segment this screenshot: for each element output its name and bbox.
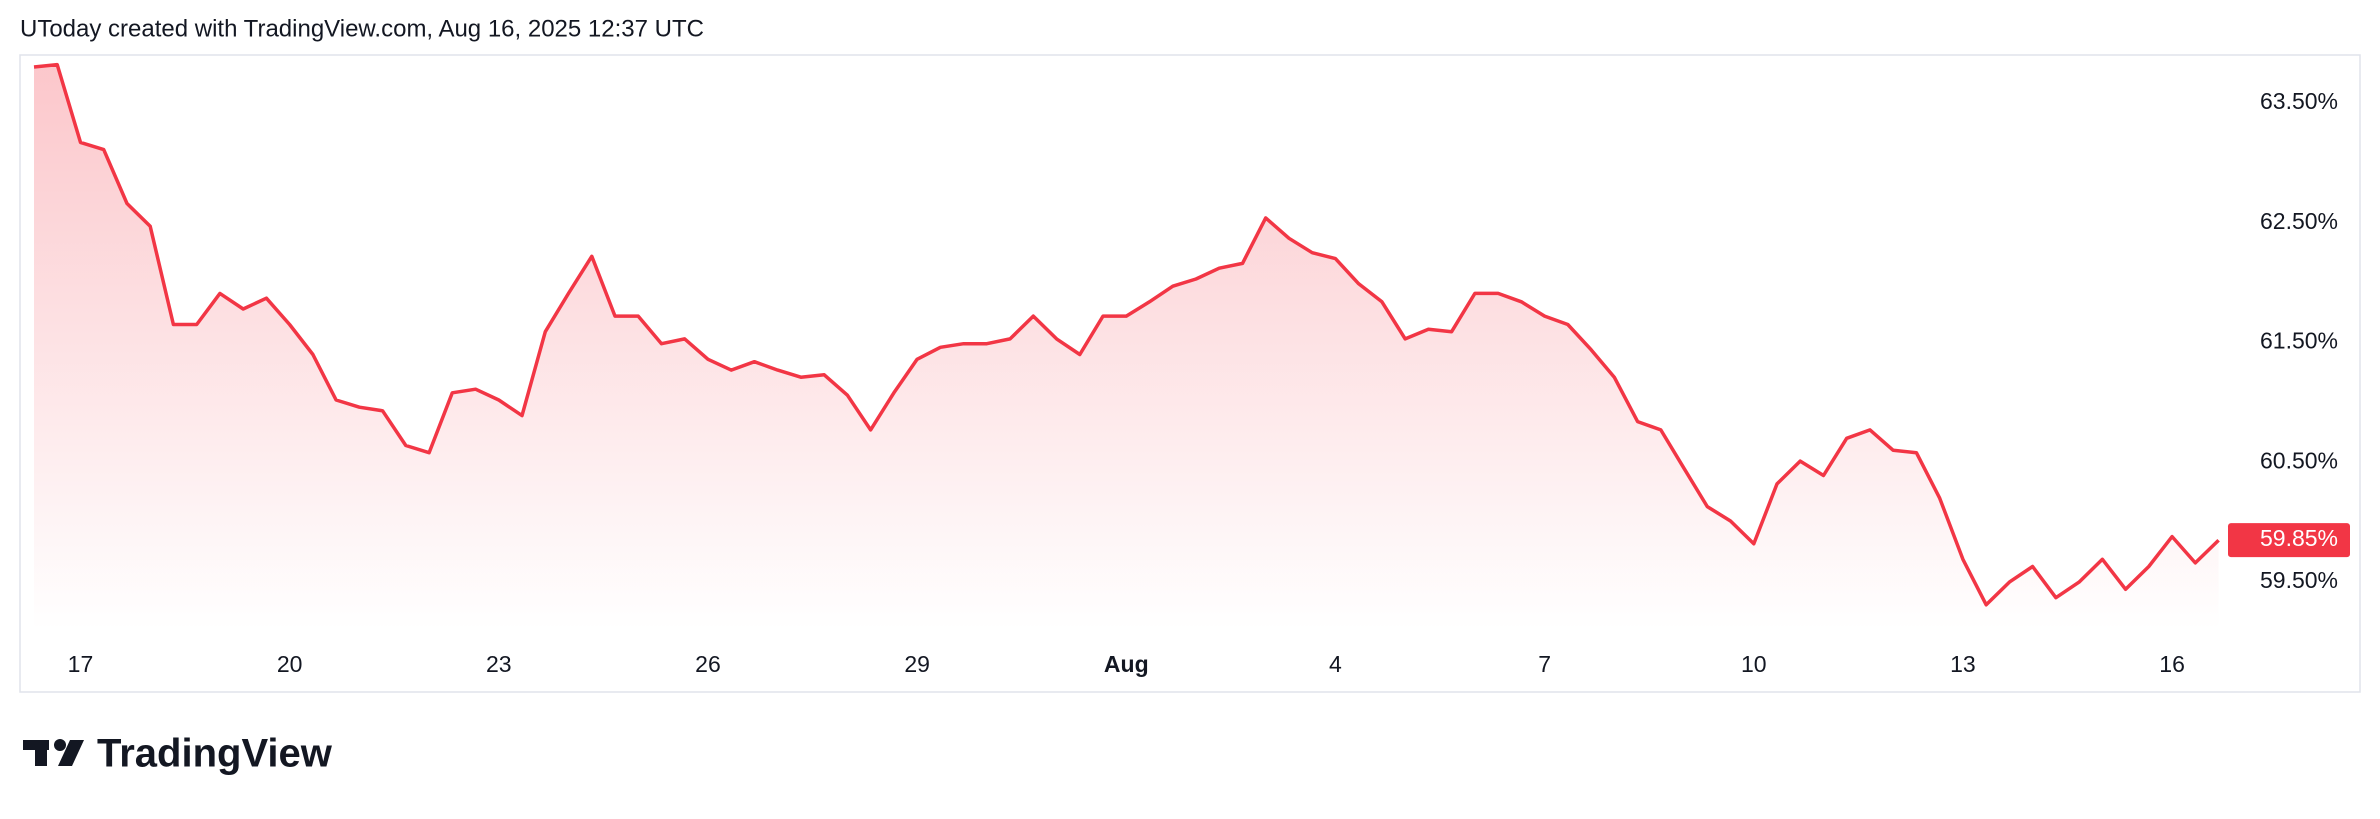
x-tick-label: 16: [2159, 651, 2185, 677]
y-tick-label: 63.50%: [2260, 88, 2338, 114]
x-tick-label: 13: [1950, 651, 1976, 677]
header-caption: UToday created with TradingView.com, Aug…: [20, 15, 704, 42]
current-price-badge: [2228, 523, 2350, 558]
x-tick-label: 20: [277, 651, 303, 677]
x-tick-label: 29: [904, 651, 930, 677]
y-tick-label: 60.50%: [2260, 447, 2338, 473]
x-tick-label: 23: [486, 651, 512, 677]
x-tick-label: 4: [1329, 651, 1342, 677]
x-tick-label: 26: [695, 651, 721, 677]
y-tick-label: 62.50%: [2260, 208, 2338, 234]
brand-name: TradingView: [97, 732, 333, 776]
logo-icon: [23, 739, 84, 766]
chart-frame: [19, 54, 2361, 693]
area-fill: [34, 64, 2219, 631]
x-tick-label: 17: [68, 651, 94, 677]
y-tick-label: 59.50%: [2260, 567, 2338, 593]
current-price-label: 59.85%: [2260, 525, 2338, 551]
price-line: [33, 62, 2220, 607]
y-tick-label: 61.50%: [2260, 328, 2338, 354]
x-tick-label: 7: [1538, 651, 1551, 677]
x-tick-label: Aug: [1104, 651, 1149, 677]
x-tick-label: 10: [1741, 651, 1767, 677]
